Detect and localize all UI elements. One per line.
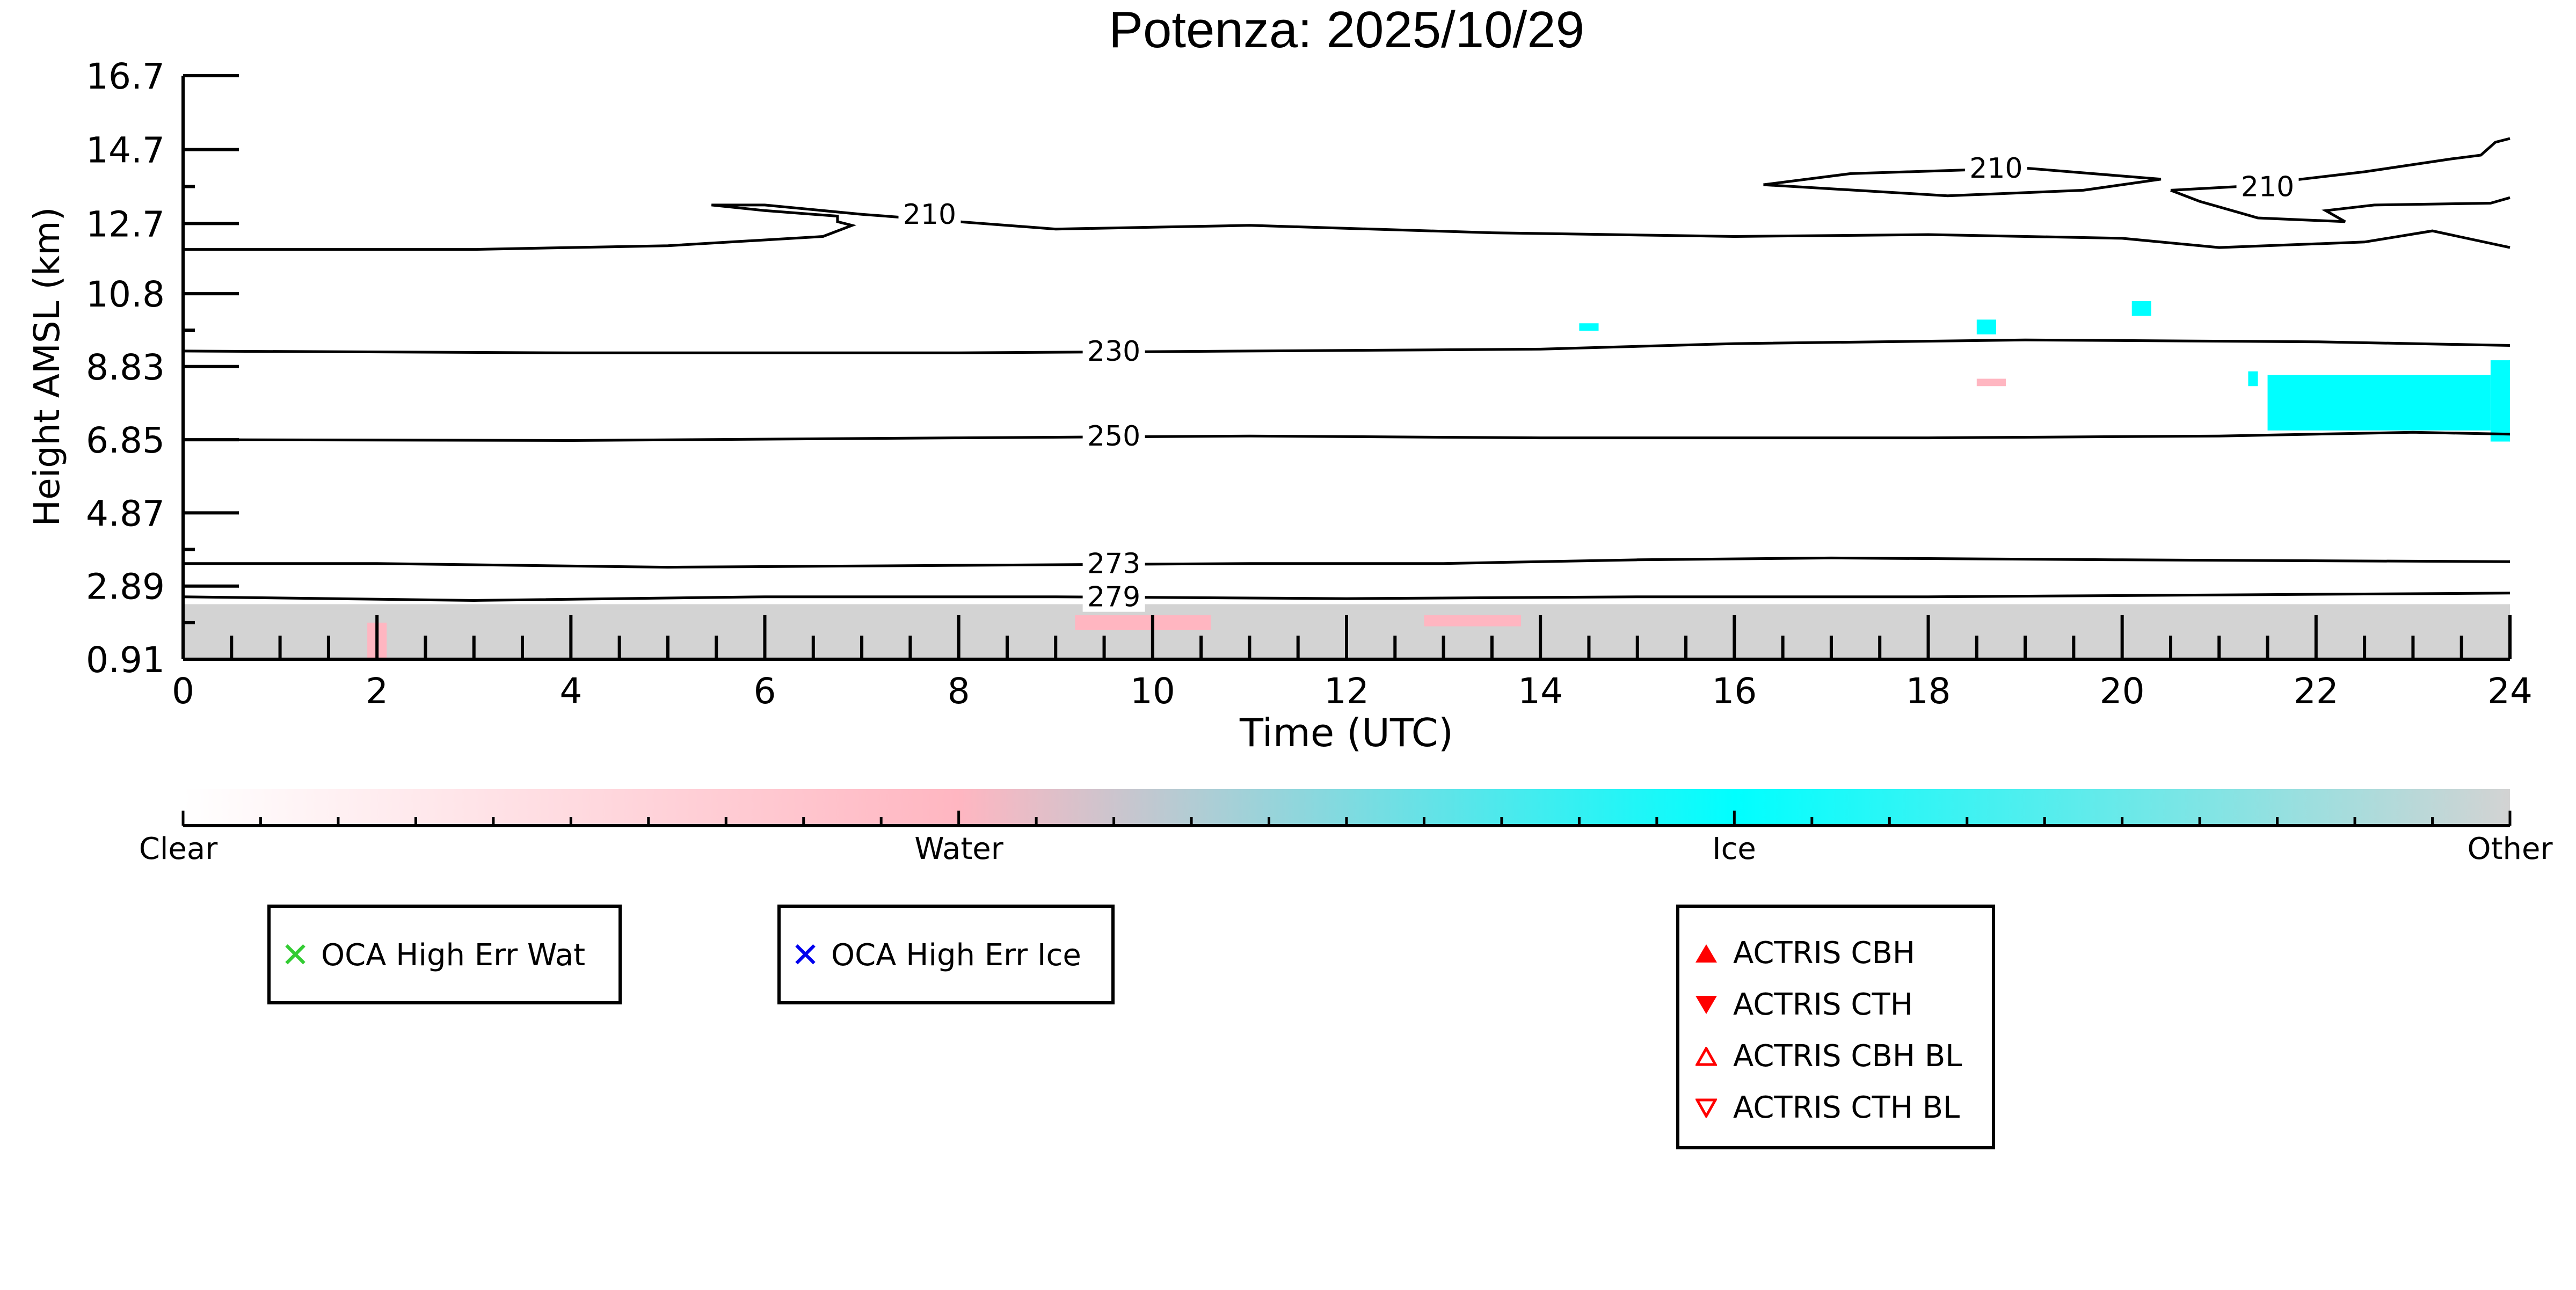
isotherm-label-bg	[1082, 336, 1145, 366]
x-tick-label: 2	[366, 670, 388, 712]
x-tick-label: 22	[2294, 670, 2339, 712]
x-tick-label: 24	[2487, 670, 2533, 712]
y-tick-label: 10.8	[86, 274, 165, 315]
legend-oca-ice-label: OCA High Err Ice	[831, 938, 1081, 973]
y-tick-label: 6.85	[86, 420, 165, 461]
x-tick-label: 10	[1130, 670, 1175, 712]
legend-actris-cth-label: ACTRIS CTH	[1733, 987, 1913, 1022]
isotherm-label-210: 210	[903, 199, 956, 231]
isotherm-contour-210	[2170, 189, 2510, 223]
legend-actris-cbh-label: ACTRIS CBH	[1733, 936, 1916, 971]
classification-region-ice	[2490, 360, 2510, 442]
isotherm-label-250: 250	[1087, 420, 1140, 453]
colorbar-label-ice: Ice	[1712, 832, 1756, 866]
colorbar: Clear Water Ice Other	[139, 789, 2553, 866]
y-tick-label: 8.83	[86, 347, 165, 388]
classification-region-ice	[2248, 371, 2258, 387]
x-tick-label: 14	[1518, 670, 1563, 712]
y-tick-label: 4.87	[86, 493, 165, 534]
legend-actris-cth-bl-label: ACTRIS CTH BL	[1733, 1090, 1960, 1125]
y-tick-label: 16.7	[86, 56, 165, 97]
legend-oca-ice: ✕ OCA High Err Ice	[777, 905, 1115, 1004]
x-tick-label: 4	[559, 670, 582, 712]
isotherm-label-273: 273	[1087, 548, 1140, 580]
classification-region-water	[1976, 378, 2006, 387]
x-tick-label: 20	[2100, 670, 2145, 712]
triangle-up-open-icon	[1695, 1046, 1717, 1066]
isotherm-label-210: 210	[1969, 152, 2022, 185]
legend-oca-water-label: OCA High Err Wat	[321, 938, 586, 973]
isotherm-contour-210	[1763, 166, 2162, 198]
chart-title: Potenza: 2025/10/29	[1109, 1, 1584, 59]
colorbar-ticks	[181, 811, 2512, 826]
x-tick-label: 16	[1712, 670, 1757, 712]
triangle-down-filled-icon	[1695, 995, 1717, 1014]
classification-region-ice	[2131, 301, 2151, 316]
triangle-up-filled-icon	[1695, 944, 1717, 963]
isotherm-contour-210	[2170, 137, 2510, 192]
isotherm-label-bg	[1082, 581, 1145, 612]
classification-region-water	[1424, 615, 1522, 626]
x-axis-label: Time (UTC)	[1239, 710, 1453, 755]
blue-x-icon: ✕	[791, 935, 820, 975]
triangle-down-open-icon	[1695, 1098, 1717, 1118]
y-tick-label: 2.89	[86, 566, 165, 608]
x-tick-label: 18	[1906, 670, 1951, 712]
y-tick-label: 0.91	[86, 639, 165, 681]
legend-actris-cbh-bl-label: ACTRIS CBH BL	[1733, 1039, 1962, 1074]
colorbar-label-water: Water	[914, 832, 1004, 866]
y-tick-label: 12.7	[86, 203, 165, 245]
y-axis-label: Height AMSL (km)	[26, 207, 68, 527]
legend-actris: ACTRIS CBH ACTRIS CTH ACTRIS CBH BL ACTR…	[1676, 905, 1995, 1149]
legend-oca-water: ✕ OCA High Err Wat	[267, 905, 622, 1004]
x-tick-label: 6	[754, 670, 776, 712]
isotherm-label-bg	[1082, 421, 1145, 451]
isotherm-label-bg	[1082, 548, 1145, 579]
isotherm-label-bg	[1964, 153, 2027, 184]
isotherm-label-bg	[898, 199, 961, 230]
green-x-icon: ✕	[281, 935, 310, 975]
y-tick-label: 14.7	[86, 130, 165, 171]
isotherm-contour-210	[183, 203, 2510, 251]
x-tick-label: 0	[172, 670, 194, 712]
isotherm-contour-250	[183, 431, 2510, 442]
colorbar-label-other: Other	[2467, 832, 2553, 866]
classification-region-ice	[1579, 323, 1599, 331]
x-tick-label: 8	[948, 670, 970, 712]
isotherm-contour-230	[183, 338, 2510, 354]
isotherm-contour-273	[183, 556, 2510, 569]
isotherm-label-230: 230	[1087, 336, 1140, 368]
isotherm-label-279: 279	[1087, 581, 1140, 614]
classification-region-water	[1075, 615, 1211, 630]
isotherm-label-bg	[2236, 171, 2299, 202]
isotherm-label-210: 210	[2241, 171, 2294, 203]
classification-region-ice	[1976, 319, 1996, 334]
x-tick-label: 12	[1324, 670, 1369, 712]
colorbar-label-clear: Clear	[139, 832, 218, 866]
classification-region-ice	[2267, 375, 2491, 431]
isotherm-contour-279	[183, 592, 2510, 602]
